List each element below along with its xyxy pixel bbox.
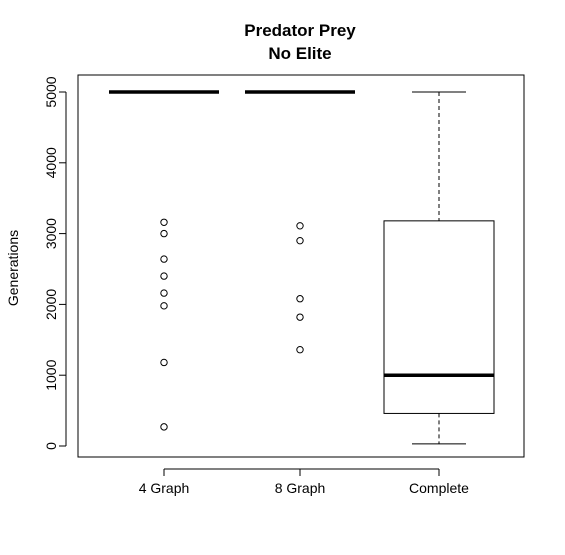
outlier-point [160,218,168,226]
y-tick-label: 4000 [43,147,59,178]
y-tick-label: 5000 [43,76,59,107]
outlier-point [296,222,304,230]
y-tick-label: 1000 [43,359,59,390]
box-4-graph [109,90,219,431]
y-tick-label: 3000 [43,218,59,249]
outlier-point [160,272,168,280]
outlier-point [160,302,168,310]
box-rect [383,220,495,414]
outlier-point [296,236,304,245]
outlier-point [296,346,304,354]
outlier-point [160,423,168,431]
outlier-point [160,255,168,263]
y-axis: 0 1000 2000 3000 4000 5000 [43,76,67,450]
outlier-point [296,295,304,303]
x-axis: 4 Graph 8 Graph Complete [139,468,469,496]
boxes-group [109,90,495,445]
outlier-point [160,289,168,297]
x-tick-label: Complete [409,480,469,496]
chart-title: Predator Prey [244,21,356,40]
outlier-point [160,358,168,367]
x-tick-label: 8 Graph [275,480,326,496]
outlier-point [296,313,304,321]
x-tick-label: 4 Graph [139,480,190,496]
box-8-graph [245,90,355,354]
chart-subtitle: No Elite [268,44,331,63]
box-complete [383,91,495,445]
y-tick-label: 0 [43,442,59,450]
outlier-point [160,229,168,238]
y-tick-label: 2000 [43,289,59,320]
y-axis-label: Generations [5,230,21,306]
plot-frame [77,74,525,458]
